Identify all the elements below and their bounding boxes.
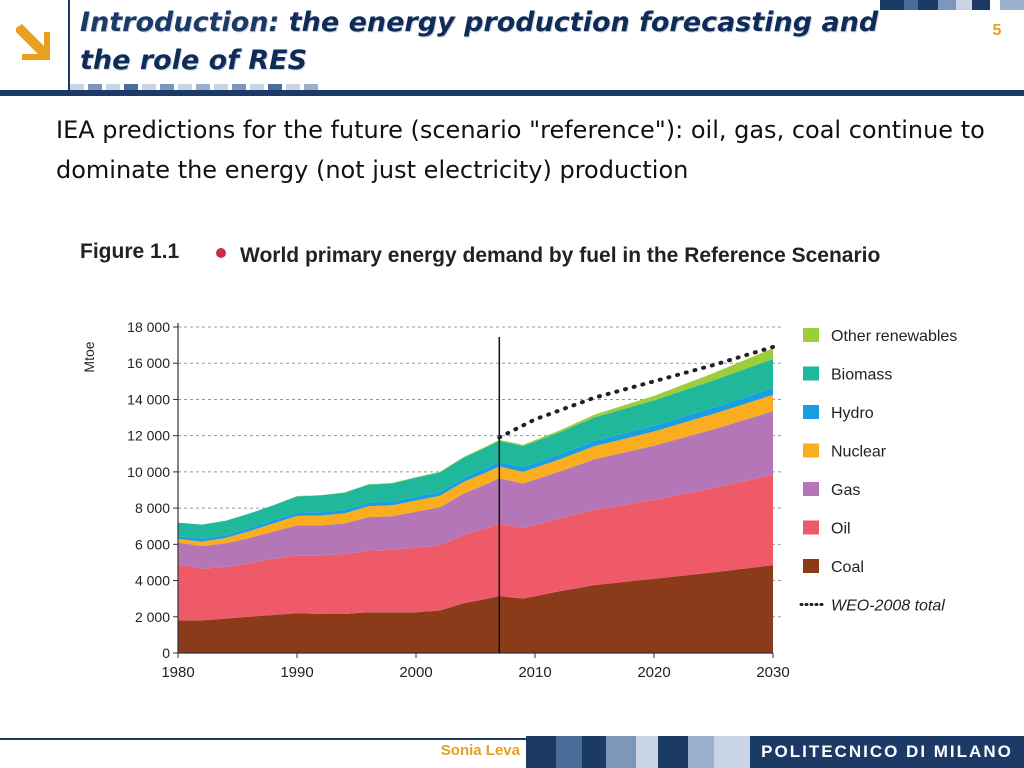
y-tick-label: 18 000	[127, 319, 170, 335]
legend-label: Other renewables	[831, 328, 957, 345]
footer-decor-squares	[526, 736, 750, 768]
figure-bullet-icon	[216, 248, 226, 258]
legend-label: Hydro	[831, 405, 874, 422]
x-tick-label: 1990	[280, 664, 313, 681]
y-tick-label: 16 000	[127, 355, 170, 371]
slide-title-prefix: Introduction:	[80, 7, 289, 38]
legend-total-label: WEO-2008 total	[831, 598, 945, 615]
y-axis-label: Mtoe	[81, 341, 97, 372]
legend-label: Coal	[831, 559, 864, 576]
figure-label: Figure 1.1	[80, 240, 180, 263]
y-tick-label: 12 000	[127, 428, 170, 444]
y-tick-label: 0	[162, 645, 170, 661]
page-number: 5	[992, 22, 1002, 39]
legend-label: Gas	[831, 482, 860, 499]
area-coal	[178, 565, 773, 653]
legend-label: Biomass	[831, 367, 892, 384]
y-tick-label: 4 000	[135, 573, 170, 589]
slide-title: Introduction: the energy production fore…	[80, 4, 880, 80]
y-tick-label: 14 000	[127, 391, 170, 407]
x-tick-label: 2030	[756, 664, 789, 681]
legend-swatch	[803, 328, 819, 342]
header-divider	[68, 0, 70, 90]
legend-label: Nuclear	[831, 444, 887, 461]
area-gas	[178, 411, 773, 569]
legend-swatch	[803, 366, 819, 381]
legend-swatch	[803, 482, 819, 496]
energy-demand-chart: 0 2 000 4 000 6 000 8 000 10 000 12 000 14 000 1…	[81, 319, 957, 681]
footer-line	[0, 738, 526, 740]
body-text: IEA predictions for the future (scenario…	[56, 116, 985, 184]
header-bar	[0, 90, 1024, 96]
weo-total-line	[497, 344, 775, 440]
area-biomass	[178, 359, 773, 539]
legend-swatch	[803, 559, 819, 573]
x-tick-label: 2010	[518, 664, 551, 681]
logo	[0, 0, 66, 88]
footer-brand-bar: POLITECNICO DI MILANO	[750, 736, 1024, 768]
y-tick-label: 2 000	[135, 609, 170, 625]
x-tick-label: 1980	[161, 664, 194, 681]
y-tick-label: 8 000	[135, 500, 170, 516]
header-decor-squares	[880, 0, 1024, 10]
arrow-logo-icon	[12, 20, 54, 68]
legend-swatch	[803, 405, 819, 419]
y-tick-label: 10 000	[127, 464, 170, 480]
x-tick-label: 2000	[399, 664, 432, 681]
footer-author: Sonia Leva	[440, 742, 520, 759]
slide-title-main: the energy production forecasting and th…	[80, 7, 879, 76]
legend-swatch	[803, 520, 819, 535]
title-decor-squares	[70, 84, 318, 90]
y-tick-label: 6 000	[135, 536, 170, 552]
x-tick-label: 2020	[637, 664, 670, 681]
legend-swatch	[803, 443, 819, 458]
institution-name: POLITECNICO DI MILANO	[761, 742, 1013, 761]
legend-label: Oil	[831, 521, 851, 538]
area-oil	[178, 474, 773, 621]
figure-title: World primary energy demand by fuel in t…	[240, 244, 881, 267]
